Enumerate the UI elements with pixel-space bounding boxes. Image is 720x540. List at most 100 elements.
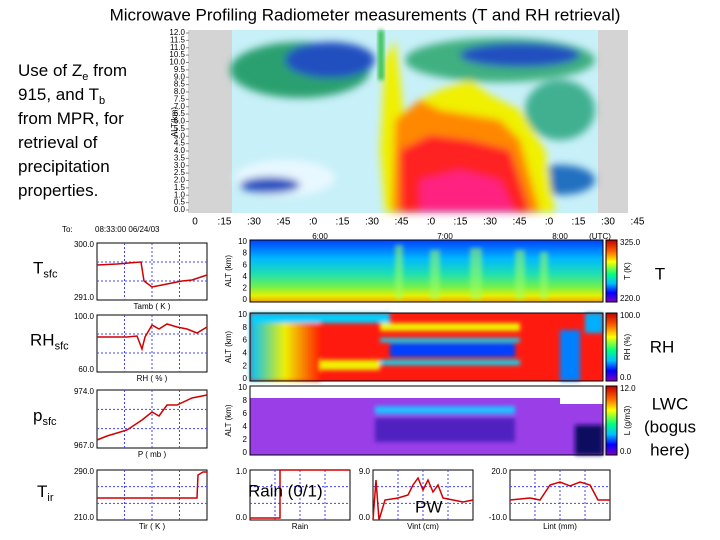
y-max-label: 1.0	[236, 467, 248, 476]
colorbar-label: L (g/m3)	[623, 405, 632, 435]
time-label: 6:00	[312, 232, 328, 241]
y-tick-label: 11.5	[170, 35, 186, 44]
variable-name: RH	[30, 331, 55, 350]
y-tick-label: 1.0	[174, 190, 186, 199]
y-axis-label: ALT (km)	[224, 255, 233, 287]
y-min-label: 967.0	[74, 441, 95, 450]
y-tick-label: 4	[243, 349, 248, 358]
text-run: properties.	[18, 181, 98, 200]
y-max-label: 20.0	[491, 467, 507, 476]
trace	[97, 323, 208, 352]
variable-name: T	[37, 482, 47, 501]
x-tick-label: :0	[427, 217, 436, 228]
colorbar-min: 0.0	[620, 447, 632, 456]
y-tick-label: 2.0	[174, 176, 186, 185]
y-tick-label: 8	[243, 249, 248, 258]
y-tick-label: 3.0	[174, 161, 186, 170]
variable-label: Tir	[37, 482, 54, 503]
text-run: from	[88, 61, 127, 80]
variable-label: RH	[650, 337, 675, 356]
y-max-label: 290.0	[74, 467, 95, 476]
humidity-heatmap	[250, 313, 603, 381]
colorbar-label: T (K)	[623, 262, 632, 280]
y-max-label: 300.0	[74, 240, 95, 249]
colorbar	[606, 240, 617, 302]
x-tick-label: :45	[513, 217, 527, 228]
trace	[509, 481, 610, 501]
colorbar-max: 100.0	[620, 311, 641, 320]
y-min-label: 291.0	[74, 293, 95, 302]
variable-label: (bogus	[644, 417, 696, 436]
y-tick-label: 2	[243, 284, 248, 293]
y-tick-label: 0	[243, 374, 248, 383]
subscript: sfc	[43, 268, 58, 280]
y-axis-label: ALT (km)	[224, 404, 233, 436]
y-min-label: -10.0	[489, 513, 508, 522]
intro-text: from MPR, for	[18, 109, 124, 128]
y-tick-label: 8.0	[174, 87, 186, 96]
y-tick-label: 7.5	[174, 94, 186, 103]
y-tick-label: 3.5	[174, 153, 186, 162]
subscript: ir	[47, 492, 53, 504]
y-tick-label: 6.5	[174, 109, 186, 118]
subscript: e	[82, 71, 88, 83]
intro-text: properties.	[18, 181, 98, 200]
x-axis-label: P ( mb )	[138, 450, 167, 459]
variable-label: Tsfc	[33, 259, 58, 280]
x-tick-label: :0	[545, 217, 554, 228]
y-min-label: 0.0	[236, 513, 248, 522]
y-axis-label: ALT(km)	[170, 107, 179, 137]
lwc-heatmap	[250, 386, 603, 455]
trace	[372, 476, 474, 521]
time-label: 7:00	[437, 232, 453, 241]
intro-text: retrieval of	[18, 133, 98, 152]
x-axis-label: Rain	[292, 522, 308, 531]
colorbar-label: RH (%)	[623, 334, 632, 361]
variable-label: RHsfc	[30, 331, 69, 352]
x-tick-label: :45	[277, 217, 291, 228]
trace	[250, 469, 350, 519]
colorbar-min: 0.0	[620, 373, 632, 382]
colorbar-max: 325.0	[620, 238, 641, 247]
intro-text: Use of Ze from	[18, 61, 127, 82]
y-tick-label: 8	[243, 323, 248, 332]
x-tick-label: :30	[365, 217, 379, 228]
y-tick-label: 10.5	[169, 50, 185, 59]
intro-text: precipitation	[18, 157, 110, 176]
colorbar-frame	[605, 385, 618, 456]
x-tick-label: :15	[336, 217, 350, 228]
text-run: retrieval of	[18, 133, 98, 152]
x-tick-label: :45	[631, 217, 645, 228]
y-tick-label: 6.0	[174, 117, 186, 126]
x-axis-label: Tamb ( K )	[134, 302, 171, 311]
y-tick-label: 4.0	[174, 146, 186, 155]
y-tick-label: 11.0	[170, 43, 186, 52]
trace	[97, 471, 207, 499]
x-axis-label: Tir ( K )	[139, 522, 166, 531]
text-run: from MPR, for	[18, 109, 124, 128]
radar-image	[188, 30, 628, 213]
x-axis-label: Lint (mm)	[543, 522, 577, 531]
x-tick-label: :15	[454, 217, 468, 228]
panel-frame	[249, 385, 604, 456]
panel-frame	[249, 239, 604, 303]
y-tick-label: 4	[243, 272, 248, 281]
text-run: 915, and T	[18, 85, 99, 104]
trace	[96, 394, 208, 441]
panel-note: PW	[415, 497, 442, 516]
y-tick-label: 5.5	[174, 124, 186, 133]
subscript: b	[99, 95, 105, 107]
x-tick-label: :0	[309, 217, 318, 228]
variable-label: psfc	[33, 406, 57, 427]
x-tick-label: :15	[218, 217, 232, 228]
colorbar-frame	[605, 239, 618, 303]
x-axis-label: Vint (cm)	[407, 522, 439, 531]
y-tick-label: 9.5	[174, 65, 186, 74]
variable-label: here)	[650, 440, 690, 459]
colorbar-max: 12.0	[620, 384, 636, 393]
y-tick-label: 8	[243, 396, 248, 405]
to-label: To:	[62, 225, 73, 234]
y-tick-label: 0	[243, 295, 248, 304]
y-tick-label: 9.0	[174, 72, 186, 81]
x-tick-label: :45	[395, 217, 409, 228]
